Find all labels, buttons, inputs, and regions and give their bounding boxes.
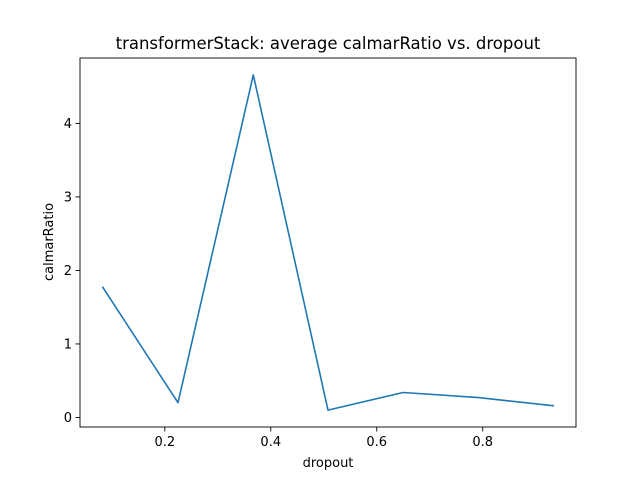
x-tick-label: 0.6 <box>366 435 387 450</box>
x-tick-label: 0.8 <box>472 435 493 450</box>
y-tick-label: 2 <box>64 264 72 279</box>
y-tick-label: 1 <box>64 337 72 352</box>
x-tick-label: 0.2 <box>154 435 175 450</box>
y-tick-label: 0 <box>64 411 72 426</box>
chart-title: transformerStack: average calmarRatio vs… <box>116 34 541 53</box>
x-axis-label: dropout <box>303 456 354 471</box>
y-tick-label: 3 <box>64 190 72 205</box>
plot-area: 0.2 0.4 0.6 0.8 0 1 2 3 4 <box>64 57 577 450</box>
x-tick-label: 0.4 <box>260 435 281 450</box>
axes-frame <box>79 57 577 428</box>
y-axis-label: calmarRatio <box>42 203 57 281</box>
series-line-0 <box>101 74 555 411</box>
y-tick-label: 4 <box>64 117 72 132</box>
